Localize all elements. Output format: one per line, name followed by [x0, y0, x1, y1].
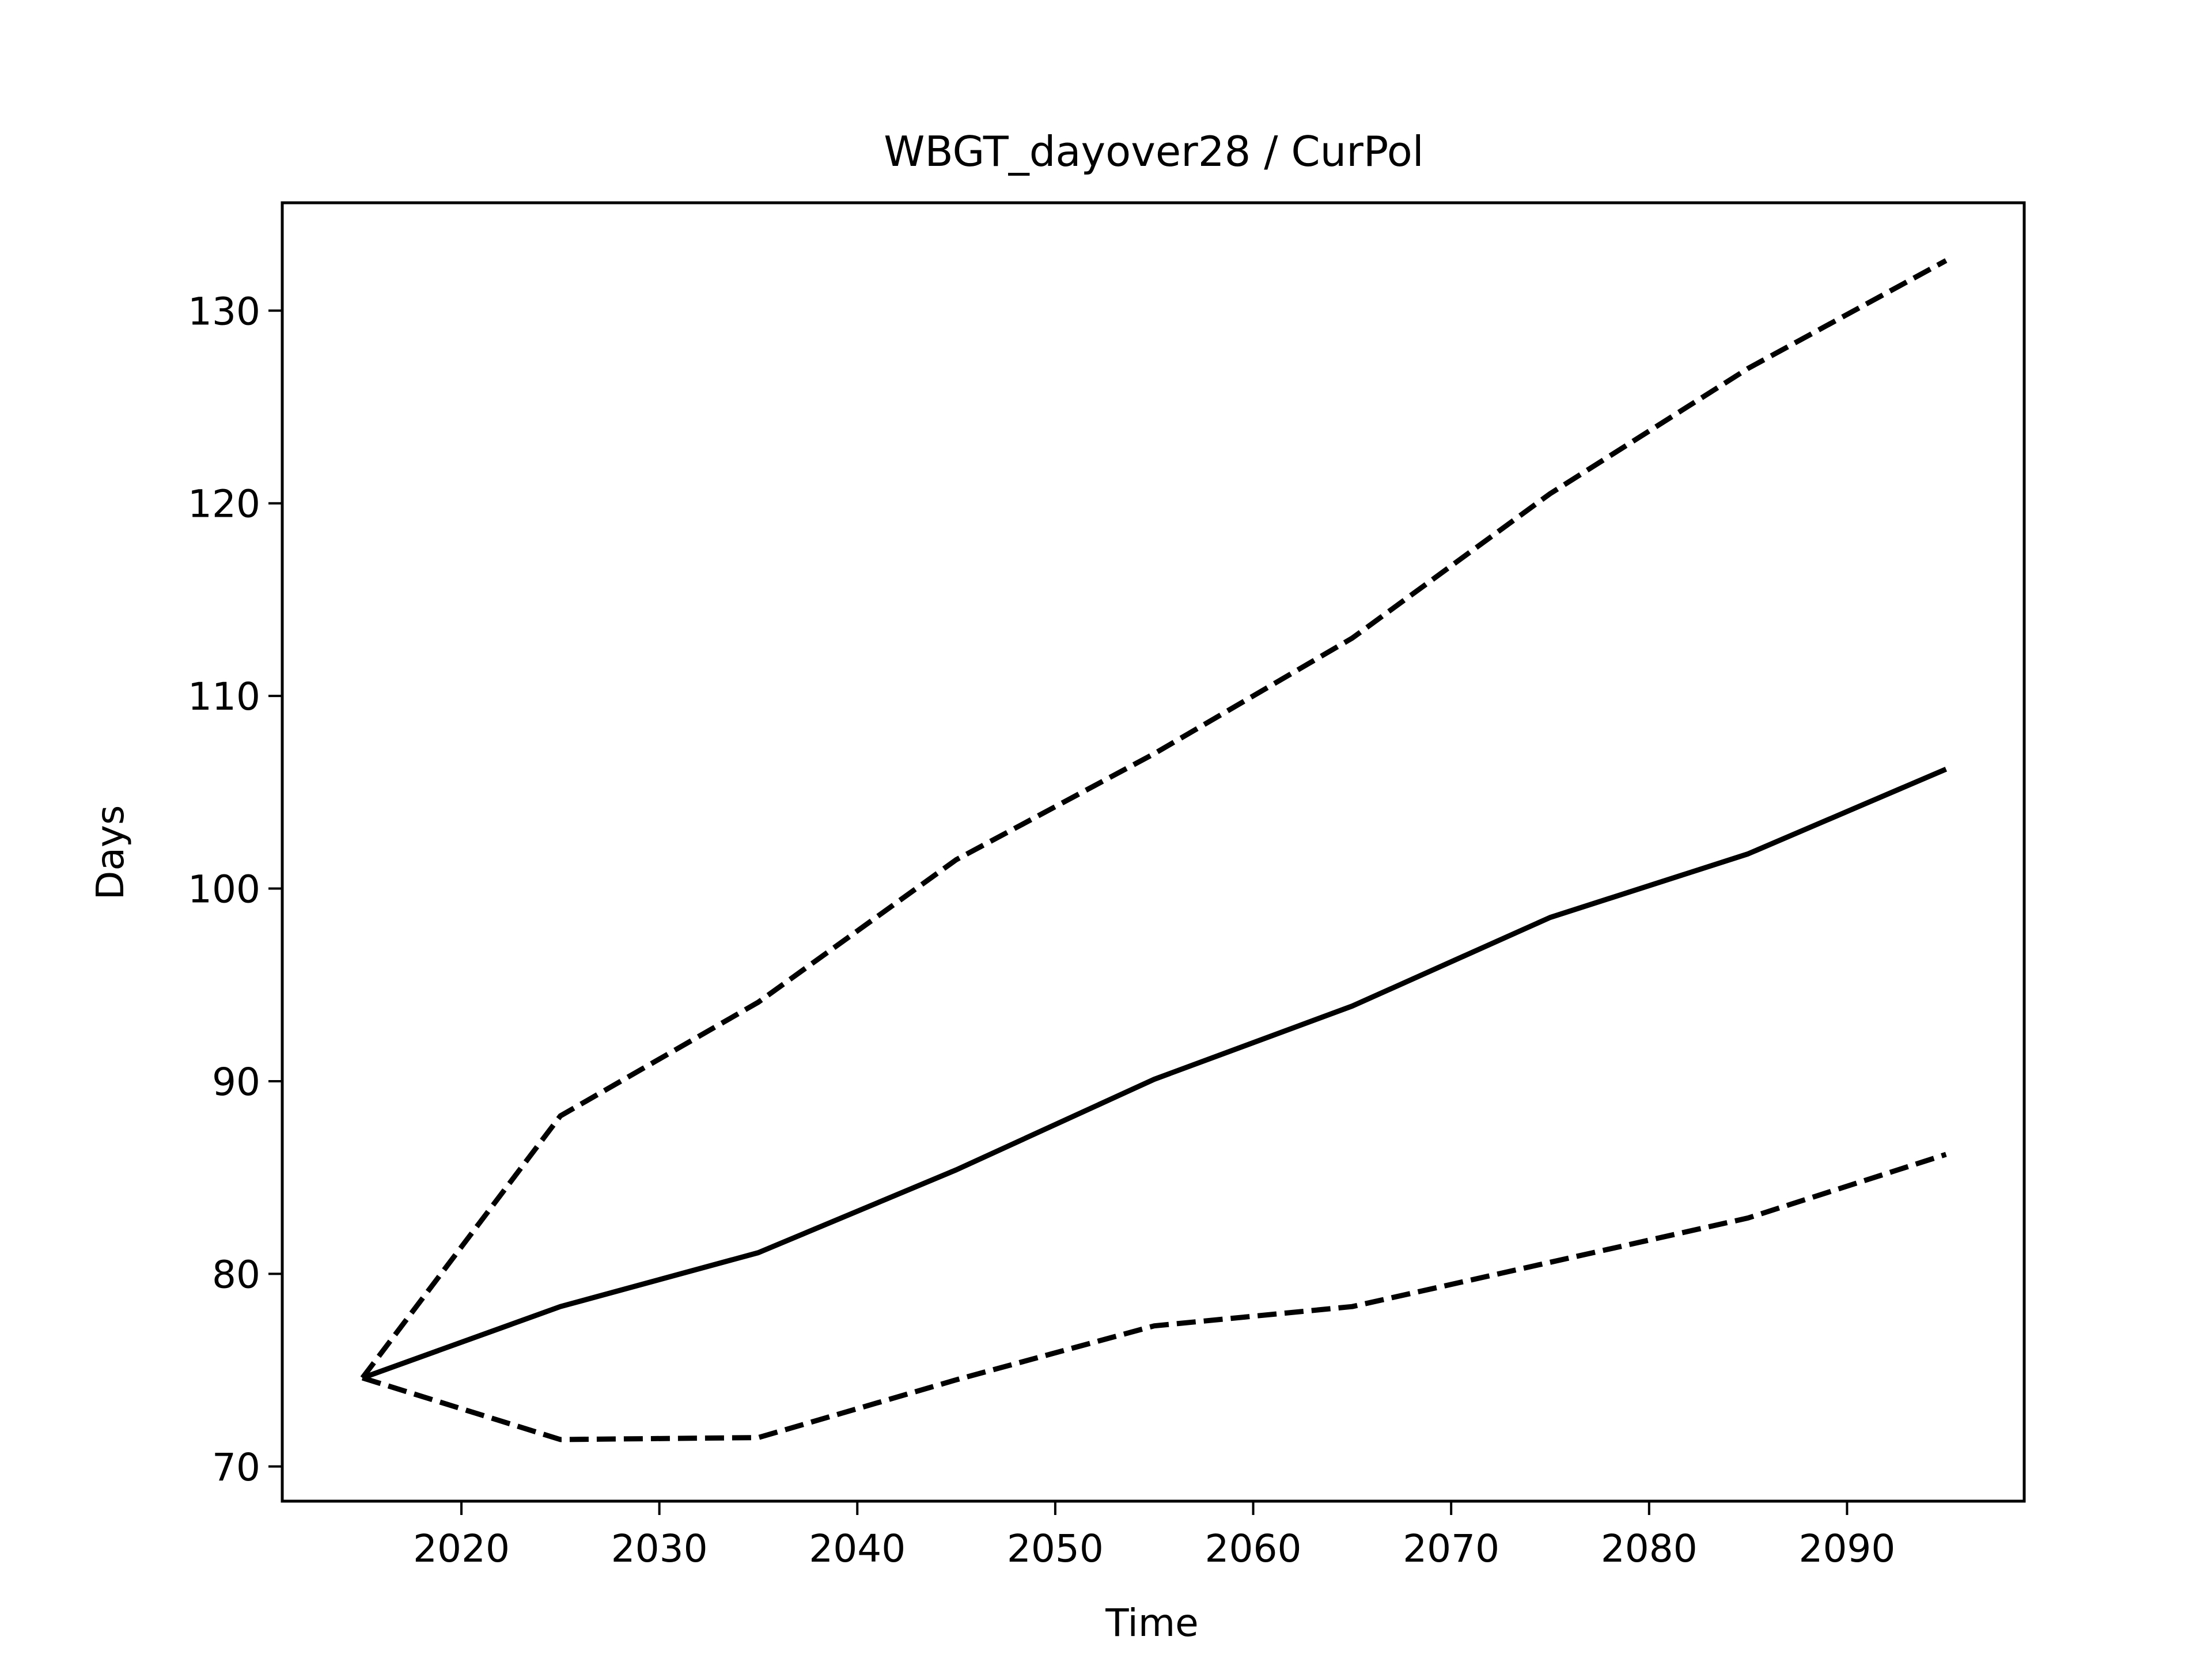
y-tick-label: 70 — [212, 1445, 260, 1490]
chart-title: WBGT_dayover28 / CurPol — [884, 127, 1424, 176]
x-tick-label: 2040 — [809, 1527, 906, 1571]
y-tick-label: 130 — [188, 289, 260, 334]
tick-layer: 2020 2030 2040 2050 2060 2070 2080 2090 70 80 90 10… — [188, 289, 1895, 1571]
x-tick-label: 2080 — [1601, 1527, 1698, 1571]
y-tick-label: 110 — [188, 675, 260, 719]
y-axis-label: Days — [88, 805, 132, 900]
series-line-solid — [361, 767, 1948, 1381]
plot-area-frame — [281, 201, 2026, 1503]
y-tick-label: 80 — [212, 1252, 260, 1297]
series-layer — [360, 258, 1948, 1442]
series-line-dashed — [361, 1152, 1947, 1442]
y-tick-label: 90 — [212, 1060, 260, 1104]
x-tick-label: 2020 — [413, 1527, 510, 1571]
series-line-dashed — [360, 258, 1948, 1380]
x-tick-label: 2070 — [1403, 1527, 1499, 1571]
x-tick-label: 2090 — [1798, 1527, 1895, 1571]
x-axis-label: Time — [1105, 1601, 1199, 1645]
x-tick-label: 2050 — [1007, 1527, 1104, 1571]
x-tick-label: 2030 — [611, 1527, 708, 1571]
x-tick-label: 2060 — [1205, 1527, 1302, 1571]
y-tick-label: 100 — [188, 868, 260, 912]
y-tick-label: 120 — [188, 482, 260, 527]
